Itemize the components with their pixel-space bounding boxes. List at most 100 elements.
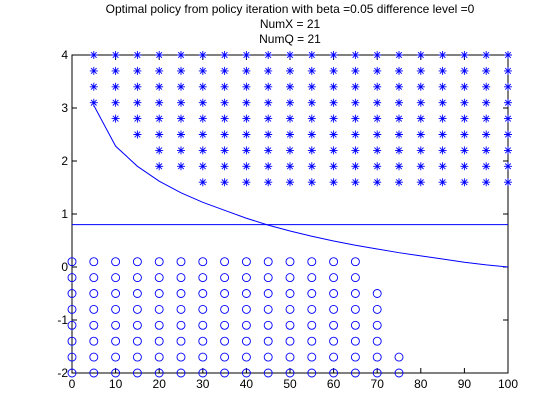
star-point: [155, 98, 164, 107]
plot-area: 0 10 20 30 40 50 60 70 80 90 100 -2 -1 0 1 2 3 4: [57, 48, 518, 391]
circle-point: [67, 289, 77, 298]
star-point: [329, 66, 338, 75]
star-point: [438, 51, 447, 59]
star-point: [242, 146, 251, 155]
circle-point: [89, 336, 99, 346]
star-point: [220, 162, 229, 171]
star-point: [286, 98, 294, 107]
x-tick-label: 0: [69, 377, 76, 391]
circle-point: [350, 352, 360, 362]
circle-point: [67, 368, 77, 378]
circle-point: [329, 257, 339, 267]
star-point: [220, 146, 229, 155]
star-point: [351, 162, 360, 171]
circle-point: [154, 273, 164, 283]
star-point: [133, 66, 142, 75]
circle-point: [111, 257, 121, 267]
circle-point: [176, 257, 186, 267]
star-point: [286, 162, 294, 171]
star-point: [482, 130, 491, 139]
star-point: [307, 66, 316, 75]
star-point: [307, 51, 316, 59]
star-point: [307, 98, 316, 107]
star-point: [133, 98, 142, 107]
star-point: [373, 66, 382, 75]
circle-point: [394, 368, 404, 378]
circle-point: [132, 320, 142, 330]
star-point: [438, 114, 447, 123]
circle-point: [307, 320, 317, 330]
circle-point: [132, 273, 142, 283]
star-point: [286, 146, 294, 155]
star-point: [395, 82, 403, 91]
star-point: [220, 51, 229, 59]
star-point: [307, 130, 316, 139]
star-point: [351, 130, 360, 139]
star-point: [395, 146, 403, 155]
circle-point: [198, 336, 208, 346]
star-point: [220, 114, 229, 123]
star-point: [329, 162, 338, 171]
star-point: [155, 66, 164, 75]
star-point: [307, 162, 316, 171]
x-tick-label: 70: [371, 377, 385, 391]
circle-point: [111, 320, 121, 330]
star-point: [373, 82, 382, 91]
star-point: [395, 178, 403, 187]
y-tick-label: 0: [61, 260, 68, 274]
circle-point: [285, 336, 295, 346]
circle-point: [111, 368, 121, 378]
circle-point: [263, 352, 273, 362]
circle-point: [329, 352, 339, 362]
circle-point: [198, 320, 208, 330]
star-point: [220, 98, 229, 107]
circle-point: [89, 257, 99, 267]
star-point: [504, 51, 512, 59]
star-point: [133, 51, 142, 59]
star-point: [482, 114, 491, 123]
circle-point: [307, 336, 317, 346]
x-tick-label: 90: [458, 377, 472, 391]
star-point: [264, 51, 273, 59]
star-point: [111, 114, 120, 123]
star-point: [373, 146, 382, 155]
star-point: [329, 178, 338, 187]
star-point: [242, 114, 251, 123]
star-point: [242, 178, 251, 187]
circle-point: [372, 352, 382, 362]
star-point: [177, 82, 185, 91]
star-point: [133, 130, 142, 139]
star-point: [307, 82, 316, 91]
circle-point: [132, 289, 142, 298]
star-point: [416, 51, 425, 59]
star-point: [329, 146, 338, 155]
circle-point: [350, 304, 360, 314]
circle-point: [198, 368, 208, 378]
circle-point: [307, 273, 317, 283]
circle-point: [67, 320, 77, 330]
star-point: [198, 51, 207, 59]
circle-point: [263, 273, 273, 283]
star-point: [264, 178, 273, 187]
star-point: [460, 82, 469, 91]
star-point: [307, 114, 316, 123]
circle-point: [220, 273, 230, 283]
star-point: [438, 146, 447, 155]
circle-markers: [67, 257, 404, 378]
circle-point: [89, 273, 99, 283]
circle-point: [154, 352, 164, 362]
star-point: [307, 146, 316, 155]
star-point: [264, 130, 273, 139]
star-point: [395, 51, 403, 59]
circle-point: [220, 352, 230, 362]
circle-point: [220, 289, 230, 298]
star-point: [373, 98, 382, 107]
star-point: [373, 130, 382, 139]
circle-point: [198, 304, 208, 314]
star-markers: [89, 51, 512, 187]
star-point: [482, 82, 491, 91]
star-point: [242, 66, 251, 75]
circle-point: [220, 336, 230, 346]
chart-title-line-2: NumX = 21: [260, 17, 321, 31]
